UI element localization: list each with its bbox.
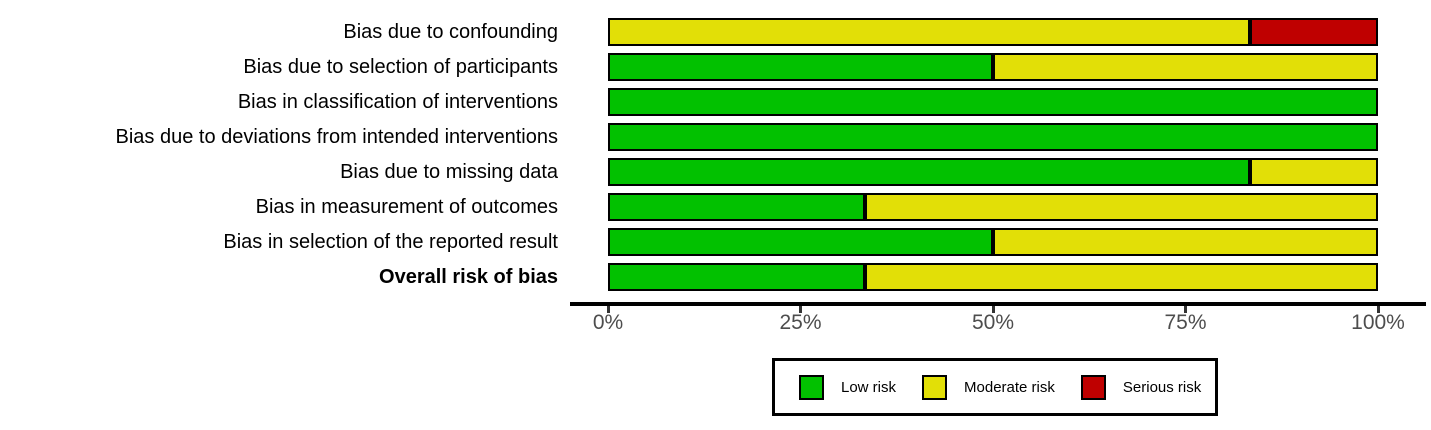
bar-row	[608, 228, 1378, 256]
x-axis-tick-label: 75%	[1164, 311, 1207, 334]
category-label: Bias due to deviations from intended int…	[115, 126, 559, 148]
legend-label: Low risk	[841, 378, 897, 396]
bar-segment-moderate-risk	[864, 263, 1378, 291]
x-axis-tick	[799, 306, 802, 313]
bar-row	[608, 18, 1378, 46]
x-axis-tick	[1376, 306, 1380, 313]
x-axis-line	[570, 302, 1426, 306]
legend-swatch-low-risk	[799, 374, 824, 400]
category-label: Bias due to selection of participants	[243, 56, 558, 78]
legend-item-low-risk: Low risk	[799, 374, 897, 400]
category-label: Bias in measurement of outcomes	[255, 196, 558, 218]
x-axis-tick-label: 50%	[971, 311, 1015, 334]
legend-item-serious-risk: Serious risk	[1080, 374, 1202, 400]
bar-segment-serious-risk	[1249, 18, 1378, 46]
x-axis-tick-label: 100%	[1351, 311, 1405, 334]
bar-segment-low-risk	[608, 53, 993, 81]
bar-row	[608, 53, 1378, 81]
category-label: Overall risk of bias	[379, 266, 558, 288]
category-label: Bias due to confounding	[343, 21, 558, 43]
x-axis-tick	[991, 306, 995, 313]
bar-segment-low-risk	[608, 193, 865, 221]
bar-segment-low-risk	[608, 123, 1378, 151]
category-label: Bias due to missing data	[340, 161, 558, 183]
x-axis-tick-label: 0%	[592, 311, 624, 334]
plot-area	[608, 18, 1378, 298]
legend-swatch-serious-risk	[1080, 374, 1106, 400]
legend-label: Serious risk	[1122, 378, 1202, 396]
category-labels-column: Bias due to confounding Bias due to selec…	[0, 18, 559, 298]
category-label: Bias in selection of the reported result	[223, 231, 558, 253]
legend-label: Moderate risk	[964, 378, 1055, 396]
bar-segment-low-risk	[608, 88, 1378, 116]
bar-row	[608, 123, 1378, 151]
bar-segment-moderate-risk	[993, 228, 1378, 256]
bar-row	[608, 193, 1378, 221]
bar-segment-moderate-risk	[1249, 158, 1378, 186]
bar-segment-moderate-risk	[608, 18, 1250, 46]
x-axis-tick-label: 25%	[779, 311, 822, 334]
category-label: Bias in classification of interventions	[237, 91, 558, 113]
bar-row	[608, 88, 1378, 116]
legend: Low risk Moderate risk Serious risk	[772, 358, 1218, 416]
x-axis-tick	[1184, 306, 1187, 313]
bar-segment-low-risk	[608, 158, 1250, 186]
legend-item-moderate-risk: Moderate risk	[922, 374, 1055, 400]
legend-swatch-moderate-risk	[922, 374, 948, 400]
bar-segment-low-risk	[608, 228, 993, 256]
x-axis-tick	[606, 306, 610, 313]
bar-segment-moderate-risk	[993, 53, 1378, 81]
bar-segment-low-risk	[608, 263, 865, 291]
bar-segment-moderate-risk	[864, 193, 1378, 221]
bar-row	[608, 158, 1378, 186]
bar-row	[608, 263, 1378, 291]
